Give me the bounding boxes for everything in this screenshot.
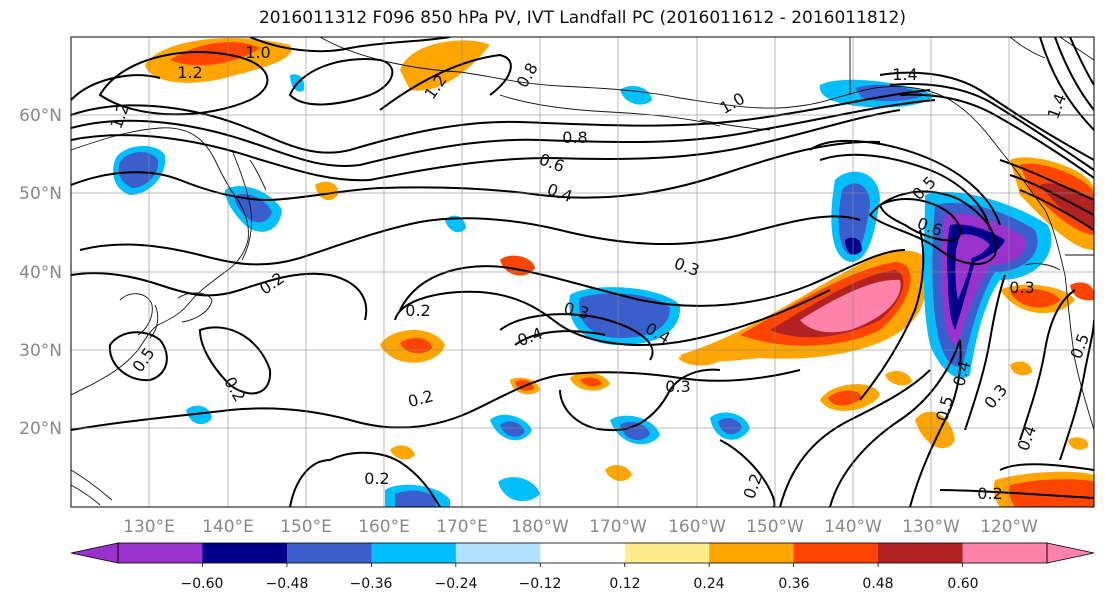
longitude-labels: 130°E 140°E 150°E 160°E 170°E 180°W 170°… <box>123 517 1038 537</box>
contour-label: 0.8 <box>562 128 587 147</box>
colorbar-frame <box>117 542 1048 564</box>
lon-label: 120°W <box>980 517 1038 537</box>
colorbar-segment <box>962 543 1048 563</box>
colorbar-tick-label: 0.36 <box>778 576 809 592</box>
lon-label: 150°E <box>280 517 332 537</box>
contour-label: 0.3 <box>1009 278 1034 297</box>
positive-anomaly-shading <box>145 37 1094 507</box>
lon-label: 160°E <box>358 517 410 537</box>
colorbar-tick-label: −0.12 <box>519 576 562 592</box>
colorbar-tick-label: −0.24 <box>435 576 478 592</box>
lon-label: 130°W <box>902 517 960 537</box>
colorbar-tick-label: −0.48 <box>266 576 309 592</box>
lon-label: 170°E <box>436 517 488 537</box>
contour-label: 1.2 <box>177 63 202 82</box>
colorbar-segment <box>118 543 203 563</box>
colorbar-extend-low <box>70 542 119 564</box>
gridlines <box>71 37 1094 507</box>
lon-label: 130°E <box>123 517 175 537</box>
colorbar-segment <box>624 543 710 563</box>
lon-label: 140°W <box>824 517 882 537</box>
colorbar-segment <box>286 543 372 563</box>
lon-label: 160°W <box>668 517 726 537</box>
map-title: 2016011312 F096 850 hPa PV, IVT Landfall… <box>258 8 906 28</box>
negative-anomaly-shading <box>113 74 1052 507</box>
lon-label: 170°W <box>589 517 647 537</box>
colorbar-segment <box>202 543 288 563</box>
lat-label: 30°N <box>19 341 62 361</box>
contour-label: 0.2 <box>977 484 1002 503</box>
colorbar-tick-label: −0.60 <box>181 576 224 592</box>
colorbar <box>70 542 1095 567</box>
colorbar-segment <box>709 543 795 563</box>
lat-label: 50°N <box>19 184 62 204</box>
pv-contour-lines <box>71 37 1094 507</box>
map-frame <box>70 36 1095 508</box>
colorbar-segment <box>455 543 541 563</box>
contour-label: 1.0 <box>245 43 270 62</box>
colorbar-extend-high <box>1046 542 1095 564</box>
lon-label: 180°W <box>511 517 569 537</box>
colorbar-tick-labels: −0.60 −0.48 −0.36 −0.24 −0.12 0.12 0.24 … <box>181 576 979 592</box>
contour-label: 0.2 <box>364 469 389 488</box>
colorbar-segment <box>371 543 457 563</box>
colorbar-tick-label: 0.12 <box>609 576 640 592</box>
latitude-labels: 60°N 50°N 40°N 30°N 20°N <box>19 106 62 439</box>
lat-label: 40°N <box>19 263 62 283</box>
contour-label: 0.3 <box>665 377 690 396</box>
lon-label: 140°E <box>202 517 254 537</box>
lat-label: 60°N <box>19 106 62 126</box>
colorbar-tick-label: 0.48 <box>862 576 893 592</box>
colorbar-tick-label: 0.60 <box>947 576 978 592</box>
lat-label: 20°N <box>19 419 62 439</box>
colorbar-tick-label: −0.36 <box>350 576 393 592</box>
colorbar-segment <box>540 543 626 563</box>
colorbar-segment <box>793 543 879 563</box>
colorbar-tick-label: 0.24 <box>693 576 724 592</box>
contour-label: 0.2 <box>405 301 430 320</box>
contour-label: 1.4 <box>892 65 917 84</box>
lon-label: 150°W <box>746 517 804 537</box>
colorbar-segment <box>878 543 964 563</box>
